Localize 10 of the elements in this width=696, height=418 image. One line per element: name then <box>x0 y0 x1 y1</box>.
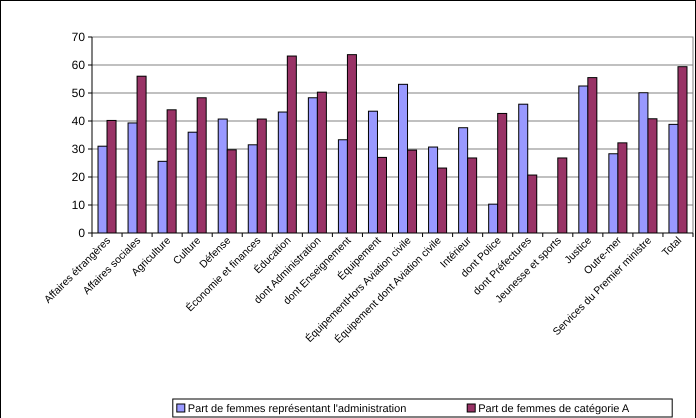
y-tick-label: 20 <box>72 170 86 184</box>
y-tick-label: 50 <box>72 86 86 100</box>
legend-label: Part de femmes représentant l'administration <box>188 402 406 415</box>
y-tick-label: 0 <box>78 226 86 240</box>
legend-label: Part de femmes de catégorie A <box>478 402 630 415</box>
y-tick-label: 10 <box>72 198 86 212</box>
y-tick-label: 40 <box>72 114 86 128</box>
y-tick-label: 30 <box>72 142 86 156</box>
y-tick-label: 60 <box>72 58 86 72</box>
y-tick-label: 70 <box>72 30 86 44</box>
